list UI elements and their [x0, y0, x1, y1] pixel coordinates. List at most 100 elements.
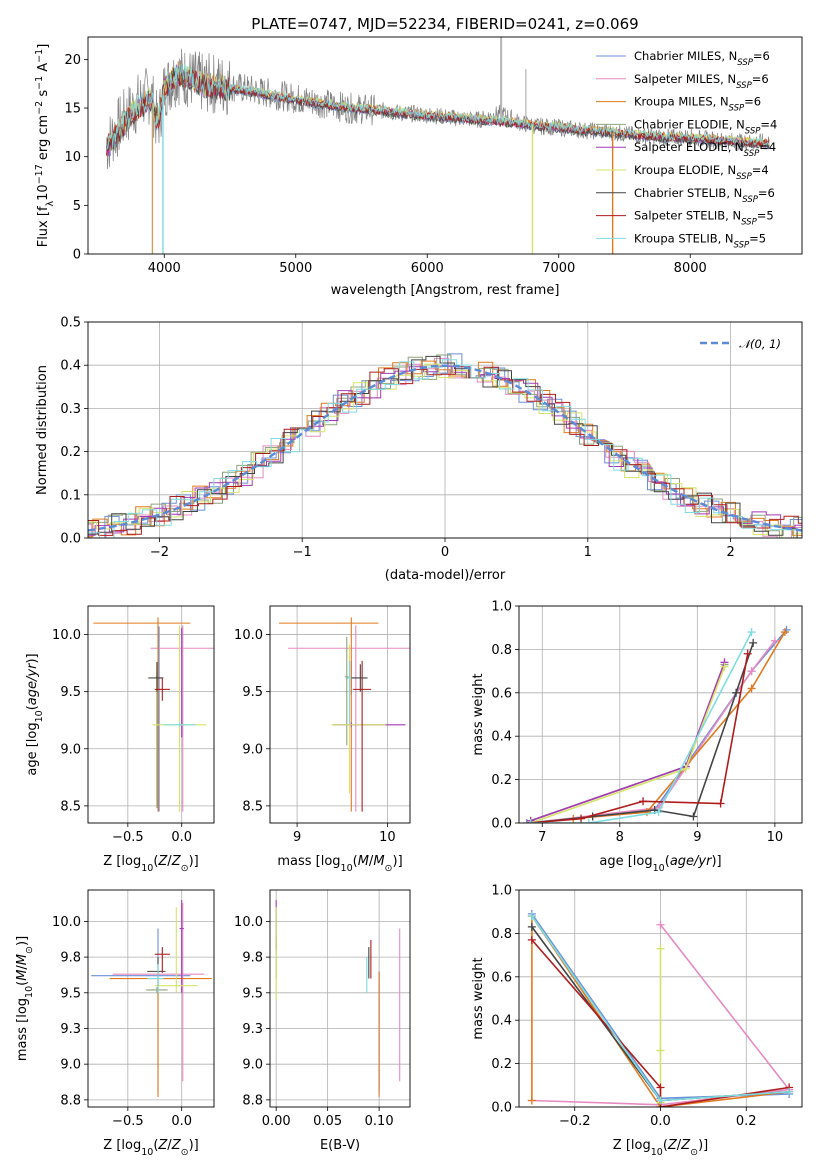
normal-curve: [88, 364, 802, 532]
legend-label: Chabrier ELODIE, NSSP=4: [634, 117, 777, 136]
label-part: (: [25, 705, 40, 710]
mass-weight-marker: [639, 797, 648, 806]
legend-text-part: =4: [759, 140, 776, 154]
mass-weight-marker: [654, 808, 663, 817]
y-tick-label: 0.6: [491, 686, 512, 701]
y-axis-label: mass [log10(M/M⊙)]: [15, 936, 35, 1061]
residual-histogram: [88, 354, 802, 538]
label-part: /: [369, 854, 374, 869]
label-part: )]: [25, 653, 40, 663]
x-axis-label: mass [log10(M/M⊙)]: [277, 854, 402, 874]
y-tick-label: 20: [64, 53, 81, 68]
label-part: M: [373, 854, 384, 869]
x-tick-label: 2: [726, 545, 734, 560]
legend-text-part: SSP: [741, 218, 757, 228]
x-tick-label: 0.2: [736, 1114, 757, 1129]
label-part: )]: [393, 854, 403, 869]
residual-histogram: [88, 359, 802, 538]
x-tick-label: 6000: [411, 261, 444, 276]
y-axis-label: mass weight: [471, 957, 486, 1039]
y-tick-label: 8.8: [60, 1093, 81, 1108]
y-tick-label: 0.3: [60, 402, 81, 417]
age-vs-Z-panel: −0.5 0.08.59.09.510.0Z [log10(Z/Z⊙)]age […: [25, 605, 215, 874]
x-tick-label: −0.2: [559, 1114, 591, 1129]
label-part: Z: [157, 1138, 168, 1153]
legend-text-part: =5: [749, 231, 766, 245]
label-part: (: [353, 854, 358, 869]
errorbars: [275, 899, 401, 1098]
errorbars: [93, 617, 214, 812]
legend-label: Salpeter STELIB, NSSP=5: [634, 209, 774, 228]
legend-text-part: =4: [752, 163, 769, 177]
y-tick-label: 0.8: [491, 927, 512, 942]
y-tick-label: 0.2: [491, 773, 512, 788]
x-axis-label: Z [log10(Z/Z⊙)]: [103, 854, 198, 874]
y-tick-label: 0.2: [60, 445, 81, 460]
legend-text-part: SSP: [745, 126, 761, 136]
mass-weight-series: [522, 625, 791, 823]
legend-text-part: Salpeter STELIB, N: [634, 209, 741, 223]
spectrum-panel: 4000 5000 6000 7000 8000 0 5 10 15 20 wavelength […: [34, 36, 803, 298]
x-tick-label: −0.5: [112, 830, 144, 845]
x-tick-label: 7000: [542, 261, 575, 276]
x-axis-label: Z [log10(Z/Z⊙)]: [613, 1138, 708, 1158]
x-tick-label: 4000: [148, 261, 181, 276]
x-tick-label: 10: [379, 830, 396, 845]
mass-weight-marker: [642, 808, 651, 817]
x-tick-label: 0.05: [313, 1114, 342, 1129]
mass-weight-marker: [716, 799, 725, 808]
y-tick-label: 10.0: [234, 915, 263, 930]
y-tick-label: 0: [73, 248, 81, 263]
y-tick-label: 9.5: [60, 685, 81, 700]
mass-weight-marker: [656, 944, 665, 953]
y-tick-label: 8.8: [242, 1093, 263, 1108]
residual-histogram: [88, 357, 802, 538]
label-part: /: [15, 965, 30, 970]
mass-weight-marker: [689, 812, 698, 821]
y-tick-label: 5: [73, 199, 81, 214]
label-part: Z: [680, 1138, 691, 1153]
mass-weight-marker: [720, 662, 729, 671]
label-part: M: [358, 854, 369, 869]
y-tick-label: 0.4: [491, 730, 512, 745]
mass-weight-line: [531, 913, 790, 1107]
mass-weight-line: [530, 631, 753, 823]
label-part: Z: [171, 1138, 182, 1153]
y-tick-label: 9.8: [60, 951, 81, 966]
legend-label: 𝒩(0, 1): [739, 337, 781, 351]
mass-weight-marker: [743, 649, 752, 658]
y-tick-label: 0.8: [491, 643, 512, 658]
label-part: ⊙: [181, 1147, 189, 1158]
x-tick-label: 1: [584, 545, 592, 560]
residual-histogram: [88, 366, 802, 536]
y-tick-label: 10.0: [52, 915, 81, 930]
y-tick-label: 10.0: [234, 628, 263, 643]
mass-weight-marker: [656, 1083, 665, 1092]
axes-frame: [87, 889, 215, 1108]
legend-text-part: Chabrier MILES, N: [634, 49, 737, 63]
axes-frame: [518, 605, 803, 824]
mass-weight-marker: [656, 1046, 665, 1055]
label-part: s: [36, 90, 51, 101]
legend-text-part: Kroupa STELIB, N: [634, 231, 734, 245]
x-tick-label: 0.0: [171, 830, 192, 845]
figure-title: PLATE=0747, MJD=52234, FIBERID=0241, z=0…: [251, 15, 638, 33]
y-tick-label: 0.0: [60, 532, 81, 547]
spectrum-lines: [106, 37, 770, 254]
y-tick-label: 0.2: [491, 1057, 512, 1072]
label-part: −1: [34, 76, 45, 90]
legend-text-part: SSP: [737, 58, 753, 68]
model-spectrum: [106, 63, 770, 150]
legend-text-part: Salpeter ELODIE, N: [634, 140, 744, 154]
label-part: (: [665, 854, 670, 869]
label-part: mass [log: [277, 854, 340, 869]
label-part: ⊙: [24, 946, 35, 954]
label-part: age/yr: [670, 854, 713, 869]
label-part: Z: [171, 854, 182, 869]
x-tick-label: 0.0: [650, 1114, 671, 1129]
mass-weight-marker: [656, 920, 665, 929]
mass-weight-marker: [747, 667, 756, 676]
legend-text-part: Chabrier STELIB, N: [634, 186, 742, 200]
